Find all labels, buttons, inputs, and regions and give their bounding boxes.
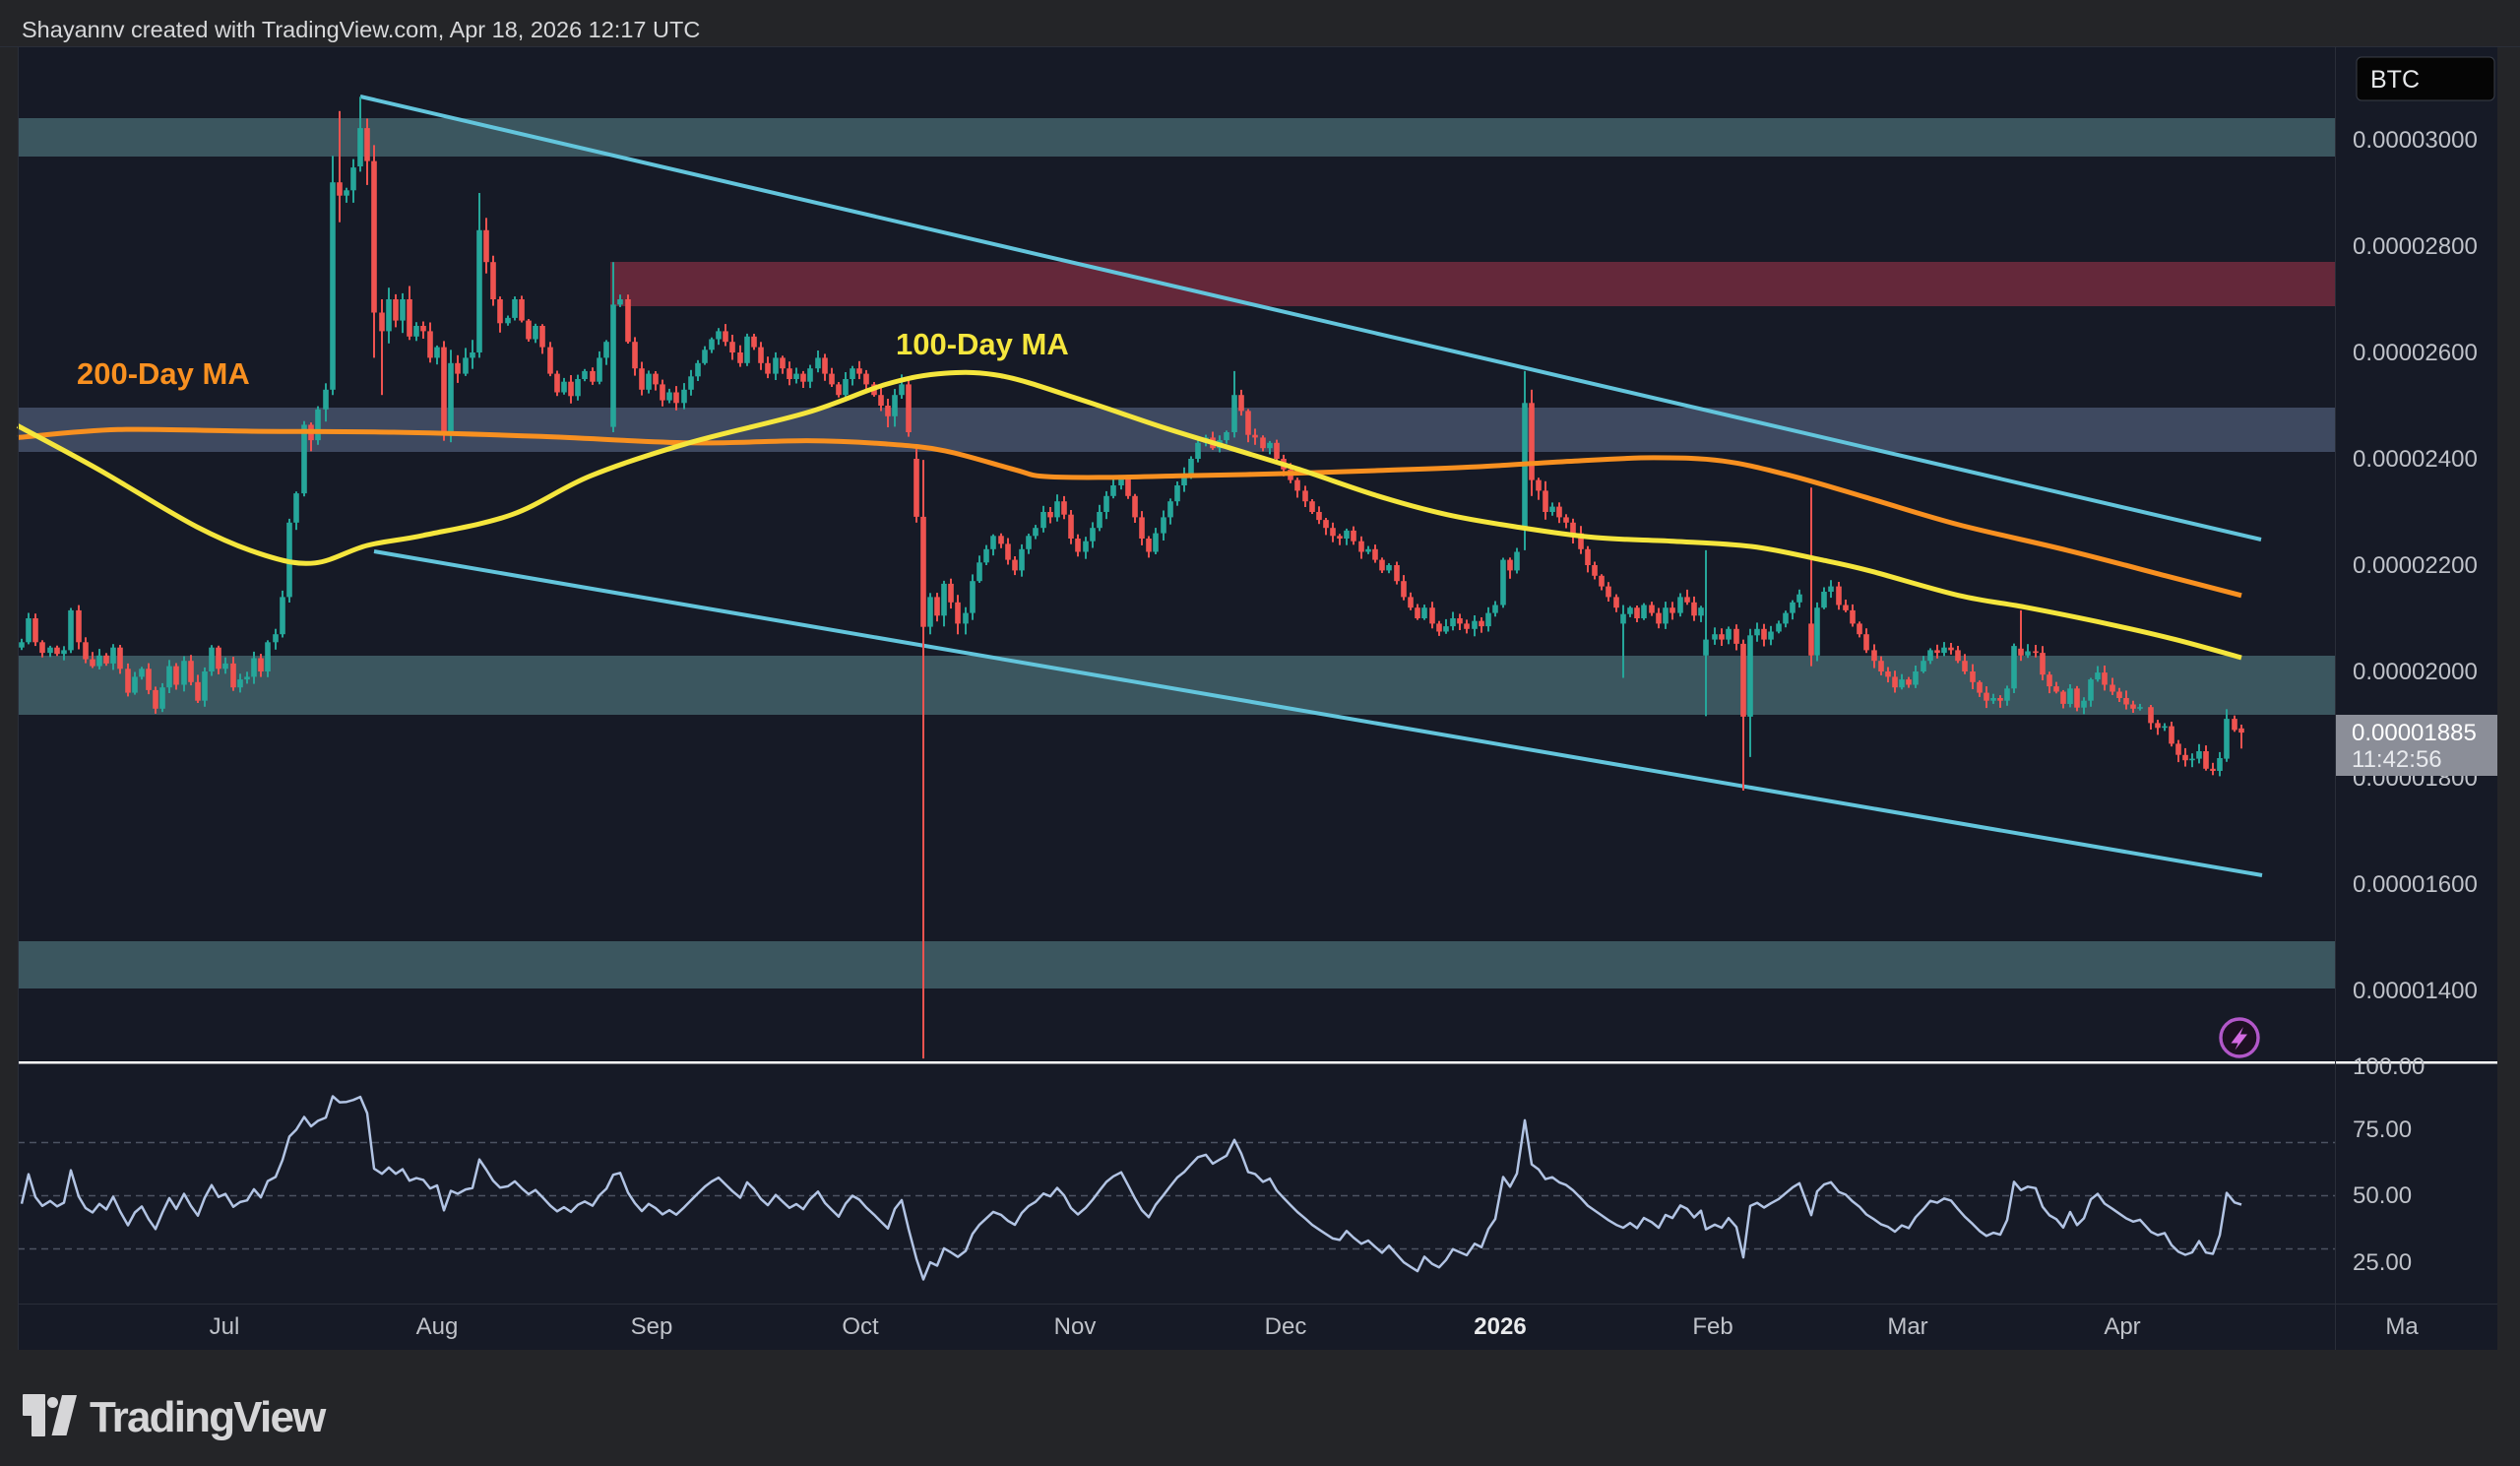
- svg-text:Aug: Aug: [416, 1313, 459, 1340]
- svg-text:0.00002000: 0.00002000: [2353, 659, 2478, 685]
- svg-text:200-Day MA: 200-Day MA: [77, 356, 250, 391]
- svg-text:Dec: Dec: [1265, 1313, 1307, 1340]
- svg-text:Oct: Oct: [842, 1313, 879, 1340]
- svg-text:BTC: BTC: [2370, 66, 2420, 94]
- svg-text:Ma: Ma: [2385, 1313, 2419, 1340]
- svg-text:Sep: Sep: [631, 1313, 673, 1340]
- svg-text:25.00: 25.00: [2353, 1249, 2412, 1276]
- svg-text:0.00003000: 0.00003000: [2353, 127, 2478, 154]
- svg-text:0.00002600: 0.00002600: [2353, 340, 2478, 366]
- svg-text:Apr: Apr: [2104, 1313, 2140, 1340]
- svg-text:50.00: 50.00: [2353, 1182, 2412, 1209]
- svg-text:2026: 2026: [1474, 1313, 1526, 1340]
- svg-text:0.00002200: 0.00002200: [2353, 552, 2478, 579]
- svg-text:11:42:56: 11:42:56: [2352, 746, 2442, 773]
- svg-text:75.00: 75.00: [2353, 1116, 2412, 1143]
- svg-text:0.00001600: 0.00001600: [2353, 871, 2478, 898]
- svg-text:Feb: Feb: [1692, 1313, 1732, 1340]
- svg-text:0.00001885: 0.00001885: [2352, 720, 2477, 746]
- svg-text:0.00002800: 0.00002800: [2353, 233, 2478, 260]
- svg-text:0.00002400: 0.00002400: [2353, 446, 2478, 473]
- svg-text:0.00001400: 0.00001400: [2353, 978, 2478, 1004]
- svg-text:TradingView: TradingView: [90, 1393, 327, 1441]
- svg-text:Shayannv created with TradingV: Shayannv created with TradingView.com, A…: [22, 17, 700, 42]
- svg-text:100.00: 100.00: [2353, 1053, 2425, 1080]
- svg-text:Mar: Mar: [1887, 1313, 1927, 1340]
- svg-text:Jul: Jul: [210, 1313, 240, 1340]
- svg-text:100-Day MA: 100-Day MA: [896, 327, 1069, 361]
- svg-text:Nov: Nov: [1054, 1313, 1097, 1340]
